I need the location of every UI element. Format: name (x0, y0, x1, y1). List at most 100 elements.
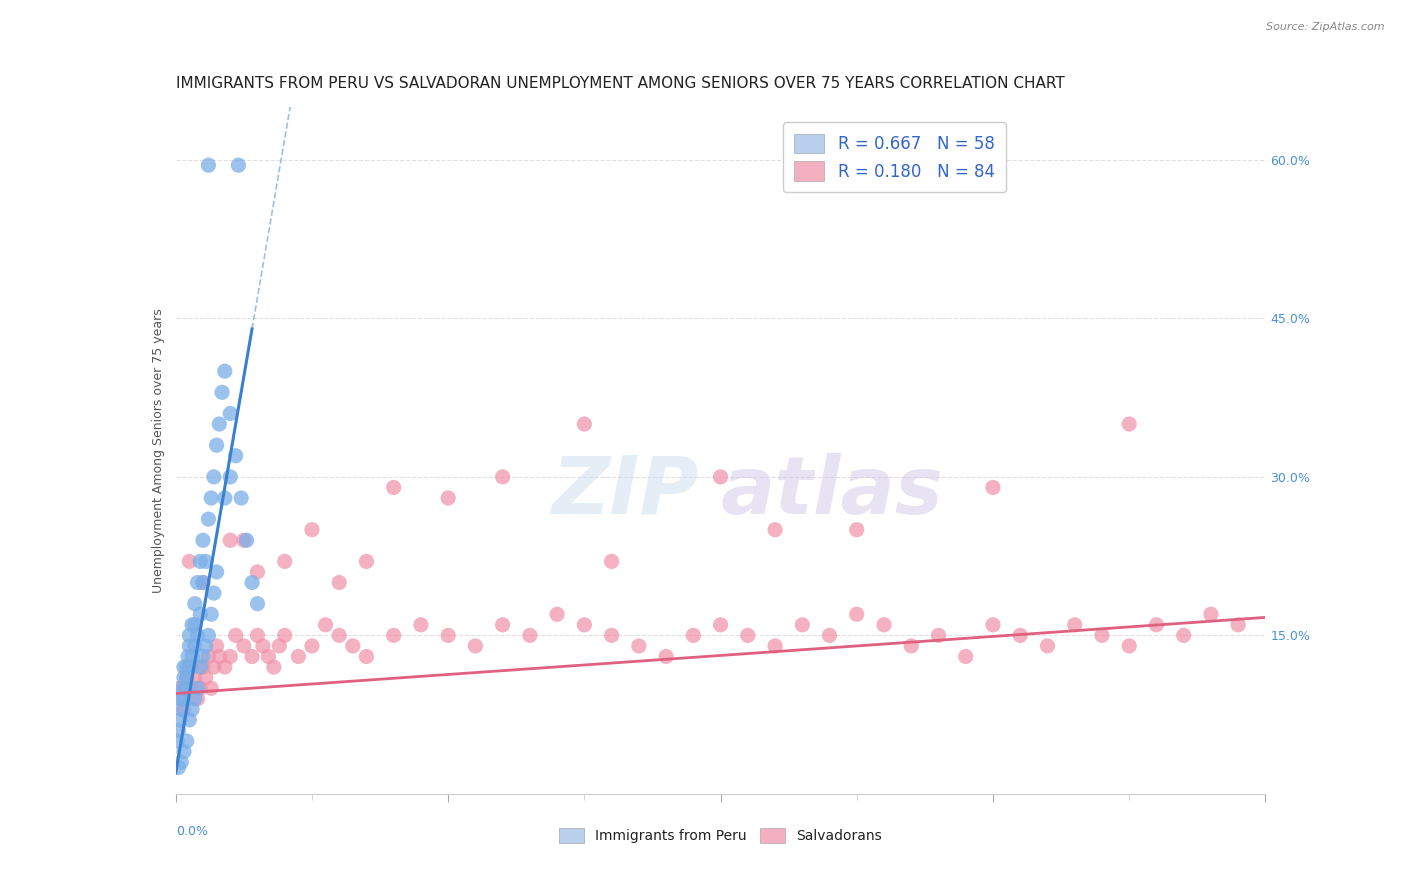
Point (845, 523, 868, 537)
Point (176, 734, 198, 748)
Point (219, 533, 242, 548)
Point (184, 691, 207, 706)
Point (202, 660, 225, 674)
Point (186, 681, 209, 696)
Point (232, 533, 254, 548)
Point (464, 639, 486, 653)
Point (546, 607, 568, 622)
Point (197, 649, 219, 664)
Point (231, 491, 253, 505)
Point (170, 702, 193, 716)
Point (232, 639, 254, 653)
Point (214, 364, 236, 378)
Point (600, 554, 623, 568)
Point (173, 660, 195, 674)
Point (188, 660, 211, 674)
Point (174, 681, 197, 696)
Point (179, 681, 201, 696)
Point (181, 660, 204, 674)
Point (188, 554, 211, 568)
Point (208, 417, 231, 431)
Point (208, 649, 231, 664)
Point (1010, 628, 1032, 642)
Point (519, 628, 541, 642)
Point (382, 480, 405, 494)
Point (191, 660, 214, 674)
Point (627, 639, 650, 653)
Text: Source: ZipAtlas.com: Source: ZipAtlas.com (1267, 22, 1385, 32)
Point (197, 628, 219, 642)
Point (574, 417, 596, 431)
Point (194, 671, 217, 685)
Point (214, 491, 236, 505)
Point (225, 628, 247, 642)
Point (176, 660, 198, 674)
Point (763, 639, 786, 653)
Point (205, 639, 228, 653)
Point (179, 628, 201, 642)
Point (818, 628, 841, 642)
Point (191, 533, 214, 548)
Point (228, 158, 250, 172)
Point (492, 617, 515, 632)
Point (167, 723, 190, 738)
Point (181, 649, 204, 664)
Point (184, 671, 207, 685)
Point (287, 649, 309, 664)
Point (166, 734, 188, 748)
Point (1144, 617, 1167, 632)
Point (181, 617, 204, 632)
Point (186, 691, 209, 706)
Point (257, 649, 280, 664)
Point (170, 691, 193, 706)
Point (342, 639, 364, 653)
Point (194, 554, 217, 568)
Point (184, 617, 207, 632)
Point (792, 617, 814, 632)
Point (274, 628, 297, 642)
Point (219, 470, 242, 484)
Point (176, 671, 198, 685)
Point (179, 660, 201, 674)
Point (328, 575, 350, 590)
Point (179, 639, 201, 653)
Point (202, 470, 225, 484)
Point (763, 523, 786, 537)
Point (301, 523, 323, 537)
Point (274, 554, 297, 568)
Legend: Immigrants from Peru, Salvadorans: Immigrants from Peru, Salvadorans (554, 822, 887, 849)
Point (981, 617, 1004, 632)
Text: 0.0%: 0.0% (176, 825, 208, 838)
Point (246, 628, 269, 642)
Point (200, 491, 222, 505)
Point (301, 639, 323, 653)
Point (492, 470, 515, 484)
Point (955, 649, 977, 664)
Point (181, 702, 204, 716)
Point (170, 755, 193, 769)
Point (1118, 639, 1140, 653)
Point (202, 586, 225, 600)
Point (173, 691, 195, 706)
Point (240, 649, 263, 664)
Point (328, 628, 350, 642)
Point (1173, 628, 1195, 642)
Point (179, 554, 201, 568)
Point (356, 554, 378, 568)
Point (240, 575, 263, 590)
Point (186, 575, 209, 590)
Point (167, 760, 190, 774)
Point (167, 681, 190, 696)
Point (382, 628, 405, 642)
Point (409, 617, 432, 632)
Point (1227, 617, 1250, 632)
Point (356, 649, 378, 664)
Point (655, 649, 678, 664)
Point (177, 649, 200, 664)
Text: IMMIGRANTS FROM PERU VS SALVADORAN UNEMPLOYMENT AMONG SENIORS OVER 75 YEARS CORR: IMMIGRANTS FROM PERU VS SALVADORAN UNEMP… (176, 76, 1064, 91)
Point (205, 438, 228, 452)
Point (200, 607, 222, 622)
Point (214, 660, 236, 674)
Point (1091, 628, 1114, 642)
Point (200, 681, 222, 696)
